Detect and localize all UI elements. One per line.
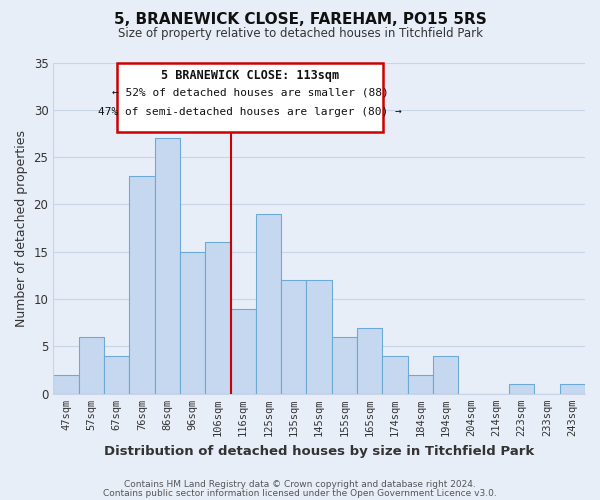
Bar bbox=[256, 214, 281, 394]
Bar bbox=[408, 375, 433, 394]
Bar bbox=[230, 308, 256, 394]
Bar bbox=[433, 356, 458, 394]
Bar bbox=[155, 138, 180, 394]
Bar bbox=[382, 356, 408, 394]
Text: Contains HM Land Registry data © Crown copyright and database right 2024.: Contains HM Land Registry data © Crown c… bbox=[124, 480, 476, 489]
Text: 47% of semi-detached houses are larger (80) →: 47% of semi-detached houses are larger (… bbox=[98, 107, 402, 117]
Bar bbox=[307, 280, 332, 394]
Bar bbox=[560, 384, 585, 394]
Bar bbox=[79, 337, 104, 394]
Text: ← 52% of detached houses are smaller (88): ← 52% of detached houses are smaller (88… bbox=[112, 88, 388, 98]
FancyBboxPatch shape bbox=[117, 62, 383, 132]
X-axis label: Distribution of detached houses by size in Titchfield Park: Distribution of detached houses by size … bbox=[104, 444, 534, 458]
Text: 5 BRANEWICK CLOSE: 113sqm: 5 BRANEWICK CLOSE: 113sqm bbox=[161, 69, 339, 82]
Bar bbox=[332, 337, 357, 394]
Bar bbox=[53, 375, 79, 394]
Text: Size of property relative to detached houses in Titchfield Park: Size of property relative to detached ho… bbox=[118, 28, 482, 40]
Bar bbox=[180, 252, 205, 394]
Text: 5, BRANEWICK CLOSE, FAREHAM, PO15 5RS: 5, BRANEWICK CLOSE, FAREHAM, PO15 5RS bbox=[113, 12, 487, 28]
Bar bbox=[509, 384, 535, 394]
Bar bbox=[205, 242, 230, 394]
Bar bbox=[357, 328, 382, 394]
Text: Contains public sector information licensed under the Open Government Licence v3: Contains public sector information licen… bbox=[103, 488, 497, 498]
Y-axis label: Number of detached properties: Number of detached properties bbox=[15, 130, 28, 326]
Bar bbox=[281, 280, 307, 394]
Bar bbox=[104, 356, 129, 394]
Bar bbox=[129, 176, 155, 394]
